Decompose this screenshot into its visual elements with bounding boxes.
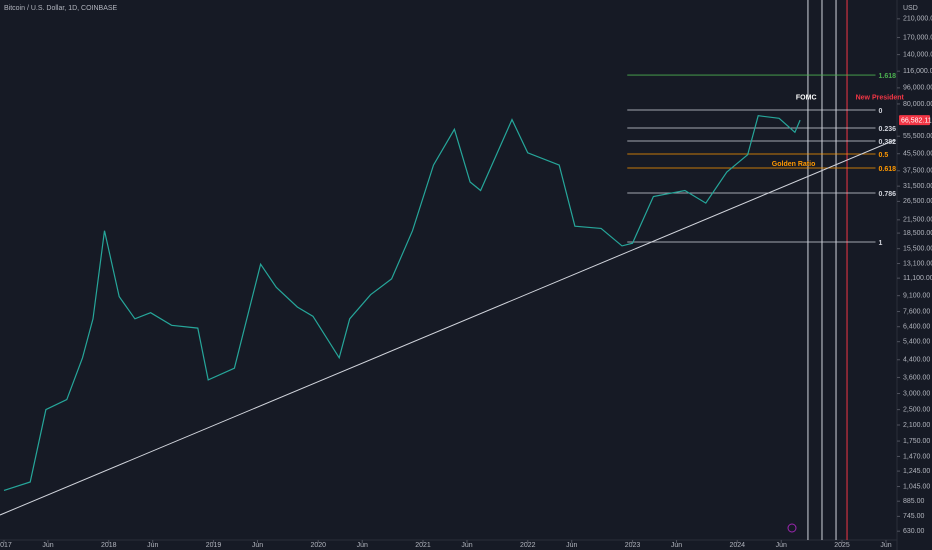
y-tick-label: 140,000.00 xyxy=(903,51,932,58)
x-tick-label: Jun xyxy=(42,542,53,549)
y-tick-label: 745.00 xyxy=(903,513,925,520)
chart-title: Bitcoin / U.S. Dollar, 1D, COINBASE xyxy=(4,5,118,12)
y-tick-label: 1,470.00 xyxy=(903,453,930,460)
annotation: FOMC xyxy=(796,94,817,101)
x-tick-label: 2019 xyxy=(206,542,222,549)
x-tick-label: Jun xyxy=(252,542,263,549)
fib-label: 0 xyxy=(879,108,883,115)
x-tick-label: Jun xyxy=(566,542,577,549)
x-tick-label: Jun xyxy=(880,542,891,549)
y-tick-label: 6,400.00 xyxy=(903,324,930,331)
x-tick-label: 2025 xyxy=(834,542,850,549)
y-tick-label: 1,045.00 xyxy=(903,483,930,490)
y-tick-label: 7,600.00 xyxy=(903,308,930,315)
y-tick-label: 5,400.00 xyxy=(903,339,930,346)
y-tick-label: 37,500.00 xyxy=(903,168,932,175)
y-tick-label: 31,500.00 xyxy=(903,183,932,190)
x-tick-label: Jun xyxy=(671,542,682,549)
x-tick-label: 2024 xyxy=(729,542,745,549)
y-tick-label: 80,000.00 xyxy=(903,101,932,108)
y-tick-label: 630.00 xyxy=(903,528,925,535)
event-icon[interactable] xyxy=(787,523,797,533)
y-tick-label: 96,000.00 xyxy=(903,85,932,92)
fib-label: 0.382 xyxy=(879,139,897,146)
x-tick-label: 2023 xyxy=(625,542,641,549)
y-tick-label: 116,000.00 xyxy=(903,68,932,75)
x-tick-label: Jun xyxy=(147,542,158,549)
y-tick-label: 45,500.00 xyxy=(903,151,932,158)
y-tick-label: 3,000.00 xyxy=(903,390,930,397)
y-tick-label: 2,100.00 xyxy=(903,422,930,429)
y-tick-label: 210,000.00 xyxy=(903,16,932,23)
fib-label: 0.236 xyxy=(879,126,897,133)
fib-label: 1 xyxy=(879,240,883,247)
fib-label: 0.5 xyxy=(879,152,889,159)
y-tick-label: 885.00 xyxy=(903,498,925,505)
y-tick-label: 26,500.00 xyxy=(903,198,932,205)
fib-label: 0.618 xyxy=(879,166,897,173)
y-tick-label: 15,500.00 xyxy=(903,246,932,253)
currency: USD xyxy=(903,5,918,12)
y-tick-label: 18,500.00 xyxy=(903,230,932,237)
price-line xyxy=(3,115,801,491)
fib-label: 0.786 xyxy=(879,191,897,198)
annotation: Golden Ratio xyxy=(772,161,816,168)
y-tick-label: 1,750.00 xyxy=(903,438,930,445)
price-label: 66,582.11 xyxy=(901,117,932,124)
x-tick-label: Jun xyxy=(776,542,787,549)
fib-label: 1.618 xyxy=(879,73,897,80)
x-tick-label: Jun xyxy=(461,542,472,549)
y-tick-label: 170,000.00 xyxy=(903,34,932,41)
y-tick-label: 2,500.00 xyxy=(903,406,930,413)
y-tick-label: 9,100.00 xyxy=(903,293,930,300)
y-tick-label: 21,500.00 xyxy=(903,217,932,224)
y-tick-label: 3,600.00 xyxy=(903,374,930,381)
y-tick-label: 4,400.00 xyxy=(903,357,930,364)
y-tick-label: 1,245.00 xyxy=(903,468,930,475)
trendline xyxy=(0,139,896,516)
x-tick-label: 2022 xyxy=(520,542,536,549)
x-tick-label: 2017 xyxy=(0,542,12,549)
y-tick-label: 13,100.00 xyxy=(903,260,932,267)
x-tick-label: 2021 xyxy=(415,542,431,549)
price-label-box xyxy=(899,115,930,126)
y-tick-label: 11,100.00 xyxy=(903,275,932,282)
annotation: New President xyxy=(856,94,905,101)
x-tick-label: 2018 xyxy=(101,542,117,549)
x-tick-label: 2020 xyxy=(310,542,326,549)
y-tick-label: 55,500.00 xyxy=(903,133,932,140)
x-tick-label: Jun xyxy=(357,542,368,549)
